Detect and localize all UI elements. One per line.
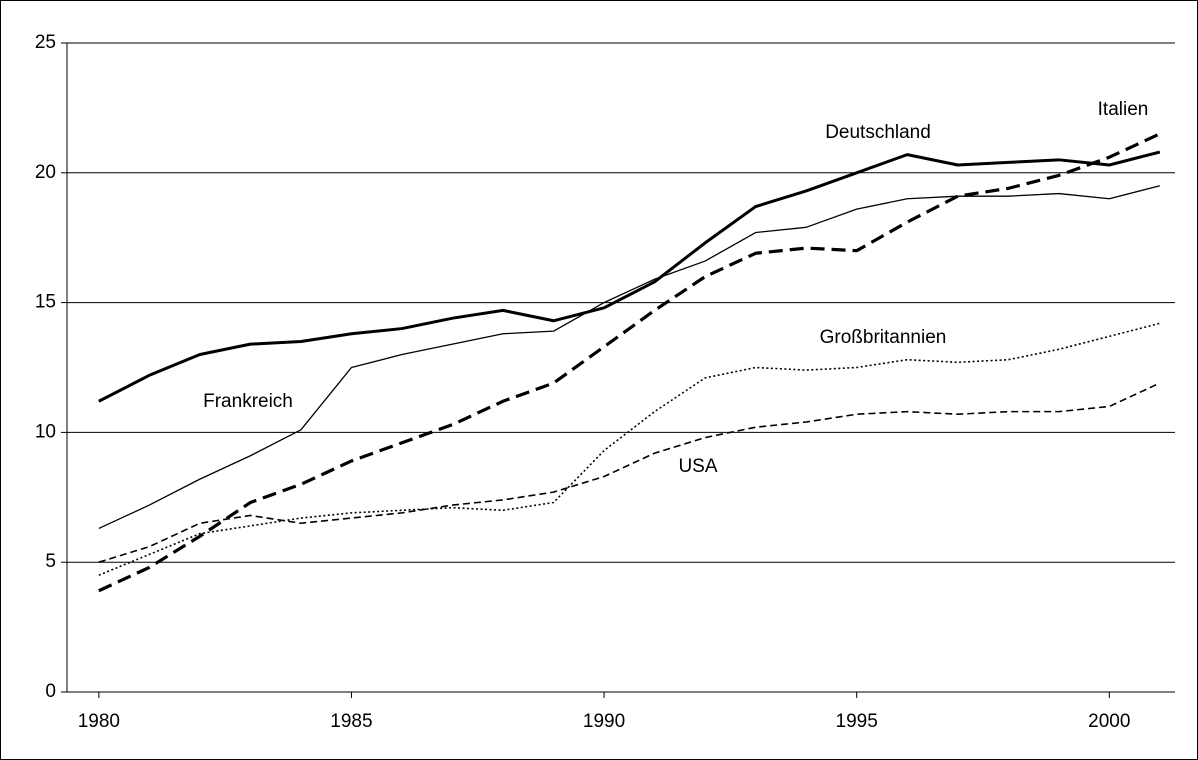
series-label: Frankreich	[203, 391, 293, 412]
x-tick-label: 1980	[78, 711, 120, 732]
series-line	[98, 185, 1161, 530]
y-tick-label: 0	[45, 681, 56, 702]
y-tick-label: 10	[35, 421, 56, 442]
series-label: USA	[678, 456, 717, 477]
series-label: Großbritannien	[820, 327, 947, 348]
series-line	[98, 150, 1161, 403]
series-line	[98, 382, 1161, 563]
series-label: Deutschland	[825, 122, 931, 143]
series-label: Italien	[1098, 99, 1149, 120]
series-line	[98, 132, 1161, 593]
y-tick-label: 5	[45, 551, 56, 572]
x-tick-label: 2000	[1088, 711, 1130, 732]
x-tick-label: 1995	[836, 711, 878, 732]
x-tick-label: 1985	[330, 711, 372, 732]
y-tick-label: 25	[35, 32, 56, 53]
y-tick-label: 20	[35, 162, 56, 183]
y-tick-label: 15	[35, 292, 56, 313]
x-tick-label: 1990	[583, 711, 625, 732]
series-line	[98, 322, 1161, 576]
